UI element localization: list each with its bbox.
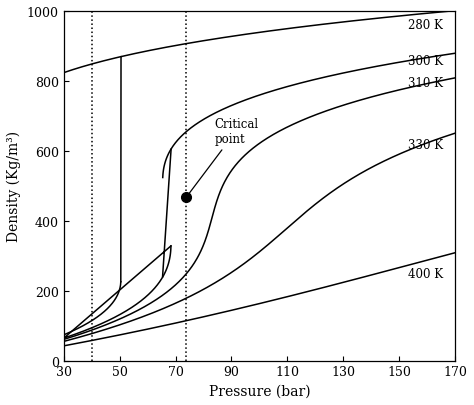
Text: 310 K: 310 K — [408, 77, 443, 90]
Text: Critical
point: Critical point — [188, 117, 258, 196]
X-axis label: Pressure (bar): Pressure (bar) — [209, 384, 310, 398]
Text: 280 K: 280 K — [408, 19, 442, 32]
Text: 400 K: 400 K — [408, 268, 443, 281]
Text: 330 K: 330 K — [408, 139, 443, 151]
Y-axis label: Density (Kg/m³): Density (Kg/m³) — [7, 131, 21, 242]
Text: 300 K: 300 K — [408, 55, 443, 68]
